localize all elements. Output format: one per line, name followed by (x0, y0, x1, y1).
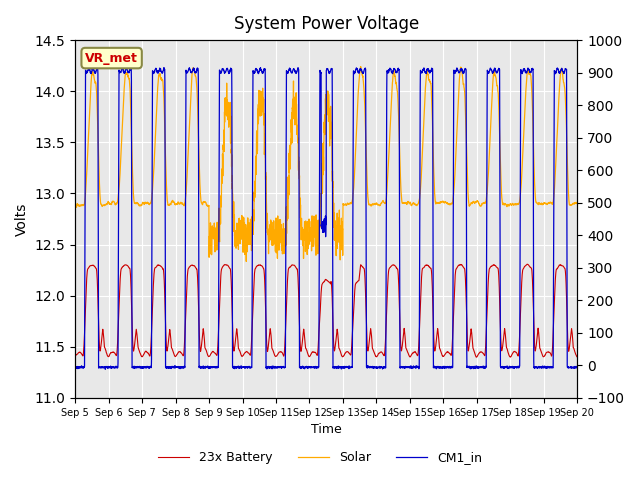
Line: Solar: Solar (75, 67, 577, 262)
CM1_in (510, 365, 518, 371)
X-axis label: Time: Time (311, 423, 342, 436)
23x Battery (264, 348, 271, 353)
Solar (71, 203, 79, 208)
Solar (286, 146, 294, 152)
Solar (243, 259, 250, 264)
CM1_in (102, 366, 109, 372)
23x Battery (509, 349, 517, 355)
Solar (573, 200, 581, 205)
CM1_in (286, 66, 294, 72)
23x Battery (71, 353, 79, 359)
CM1_in (564, 364, 572, 370)
Solar (264, 232, 272, 238)
23x Battery (129, 333, 136, 338)
Line: 23x Battery: 23x Battery (75, 264, 577, 357)
Solar (158, 77, 166, 83)
23x Battery (573, 354, 581, 360)
Solar (357, 64, 365, 70)
CM1_in (573, 364, 581, 370)
CM1_in (264, 365, 272, 371)
23x Battery (473, 354, 481, 360)
Y-axis label: Volts: Volts (15, 203, 29, 236)
23x Battery (564, 336, 572, 342)
23x Battery (158, 265, 166, 271)
CM1_in (159, 69, 166, 74)
Title: System Power Voltage: System Power Voltage (234, 15, 419, 33)
CM1_in (71, 364, 79, 370)
Text: VR_met: VR_met (85, 51, 138, 65)
23x Battery (285, 264, 293, 270)
CM1_in (129, 365, 136, 371)
Legend: 23x Battery, Solar, CM1_in: 23x Battery, Solar, CM1_in (153, 446, 487, 469)
Solar (510, 203, 518, 208)
CM1_in (160, 65, 168, 71)
Solar (129, 167, 136, 173)
Line: CM1_in: CM1_in (75, 68, 577, 369)
Solar (564, 172, 572, 178)
23x Battery (524, 262, 531, 267)
